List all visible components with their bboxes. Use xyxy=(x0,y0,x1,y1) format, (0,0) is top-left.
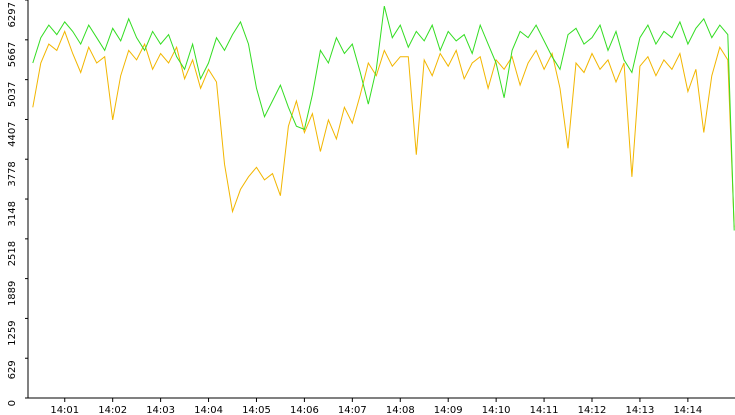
y-tick-label: 1889 xyxy=(7,281,18,306)
x-tick-label: 14:11 xyxy=(530,405,559,415)
x-tick-label: 14:03 xyxy=(146,405,175,415)
series-line xyxy=(32,5,735,231)
x-tick-label: 14:10 xyxy=(482,405,511,415)
y-tick-label: 3778 xyxy=(7,161,18,186)
y-tick-label: 5667 xyxy=(7,42,18,67)
x-tick-label: 14:07 xyxy=(338,405,367,415)
x-tick-label: 14:06 xyxy=(290,405,319,415)
x-tick-label: 14:14 xyxy=(673,405,702,415)
x-tick-label: 14:13 xyxy=(626,405,655,415)
series-line xyxy=(32,30,735,228)
x-tick-label: 14:04 xyxy=(194,405,223,415)
x-tick-label: 14:08 xyxy=(386,405,415,415)
y-tick-label: 3148 xyxy=(7,201,18,226)
x-tick-label: 14:12 xyxy=(578,405,607,415)
y-tick-label: 6297 xyxy=(7,2,18,27)
x-tick-label: 14:01 xyxy=(50,405,79,415)
y-tick-label: 629 xyxy=(7,360,18,379)
x-tick-label: 14:09 xyxy=(434,405,463,415)
x-tick-label: 14:02 xyxy=(98,405,127,415)
x-tick-label: 14:05 xyxy=(242,405,271,415)
y-tick-label: 5037 xyxy=(7,82,18,107)
y-tick-label: 0 xyxy=(7,400,18,406)
y-tick-label: 2518 xyxy=(7,241,18,266)
y-tick-label: 4407 xyxy=(7,121,18,146)
y-tick-label: 1259 xyxy=(7,320,18,345)
